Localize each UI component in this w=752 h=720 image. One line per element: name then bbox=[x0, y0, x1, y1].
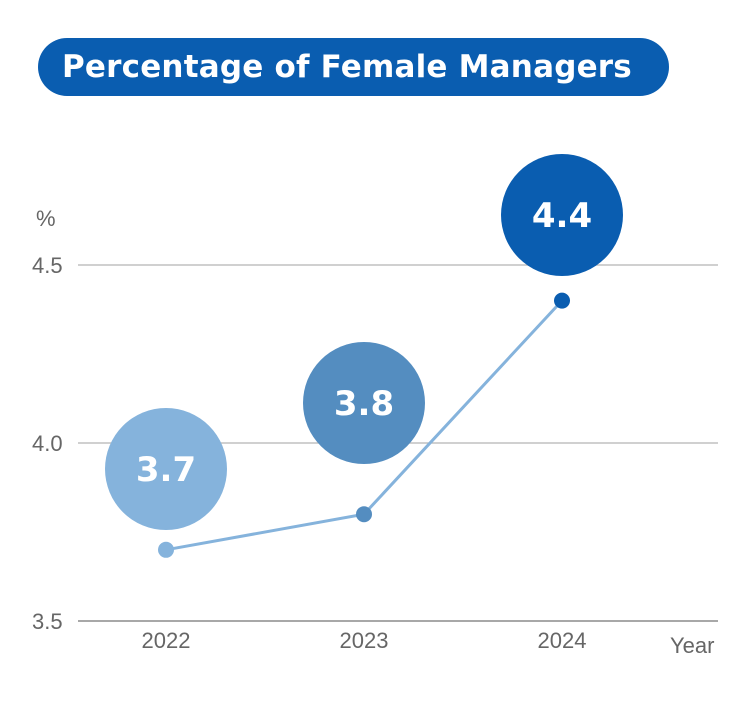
data-label: 4.4 bbox=[532, 196, 592, 236]
data-point bbox=[158, 541, 174, 558]
data-label: 3.8 bbox=[334, 384, 394, 424]
data-label: 3.7 bbox=[136, 450, 196, 490]
chart-title: Percentage of Female Managers bbox=[62, 49, 632, 85]
chart-title-banner: Percentage of Female Managers bbox=[38, 38, 669, 96]
data-bubble bbox=[501, 154, 623, 276]
data-bubble bbox=[105, 408, 227, 530]
x-tick-label: 2022 bbox=[142, 628, 191, 653]
y-axis-label: % bbox=[36, 206, 56, 231]
data-label-bubbles: 3.7 3.8 4.4 bbox=[105, 154, 623, 530]
x-tick-label: 2024 bbox=[538, 628, 587, 653]
y-tick-label: 4.0 bbox=[32, 431, 63, 456]
y-tick-labels: 3.5 4.0 4.5 bbox=[32, 253, 63, 634]
x-tick-label: 2023 bbox=[340, 628, 389, 653]
data-points bbox=[158, 292, 570, 558]
data-point bbox=[356, 506, 372, 523]
y-tick-label: 3.5 bbox=[32, 609, 63, 634]
y-tick-label: 4.5 bbox=[32, 253, 63, 278]
data-point bbox=[554, 292, 570, 309]
data-bubble bbox=[303, 342, 425, 464]
x-axis-label: Year bbox=[670, 633, 714, 658]
x-tick-labels: 2022 2023 2024 bbox=[142, 628, 587, 653]
